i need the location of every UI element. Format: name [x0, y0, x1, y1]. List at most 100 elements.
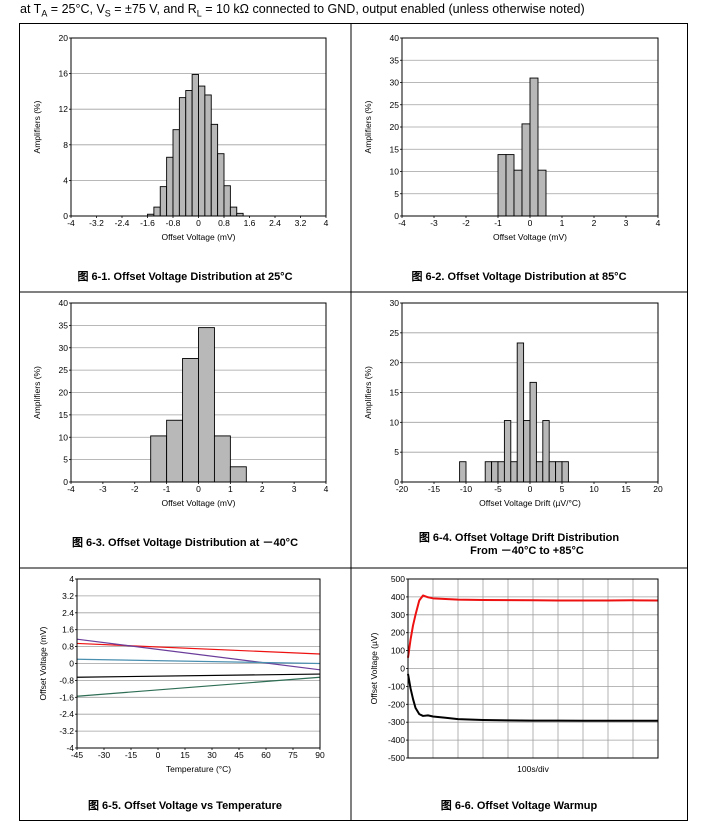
x-tick-label: 3.2 — [295, 218, 307, 228]
y-tick-label: 25 — [390, 100, 400, 110]
y-tick-label: 20 — [390, 122, 400, 132]
y-tick-label: 30 — [390, 78, 400, 88]
histogram-bar — [213, 435, 231, 483]
y-tick-label: -200 — [388, 699, 405, 709]
histogram-bar — [172, 129, 180, 217]
y-tick-label: 10 — [390, 167, 400, 177]
x-tick-label: -4 — [398, 218, 406, 228]
y-tick-label: -0.8 — [59, 675, 74, 685]
x-tick-label: 3 — [292, 484, 297, 494]
x-tick-label: -1 — [163, 484, 171, 494]
x-tick-label: 4 — [324, 218, 329, 228]
y-tick-label: 8 — [63, 140, 68, 150]
x-tick-label: 2.4 — [269, 218, 281, 228]
histogram-bar — [459, 461, 467, 483]
y-tick-label: 0.8 — [62, 642, 74, 652]
y-axis-title: Amplifiers (%) — [363, 100, 373, 153]
x-tick-label: -3 — [99, 484, 107, 494]
y-tick-label: 5 — [394, 447, 399, 457]
histogram-bar — [537, 169, 547, 217]
y-tick-label: 1.6 — [62, 625, 74, 635]
y-axis-title: Offset Voltage (µV) — [369, 632, 379, 704]
y-tick-label: 16 — [59, 69, 69, 79]
x-tick-label: 60 — [261, 750, 271, 760]
x-tick-label: -1 — [494, 218, 502, 228]
x-tick-label: 1 — [560, 218, 565, 228]
x-tick-label: -0.8 — [166, 218, 181, 228]
x-tick-label: 3 — [624, 218, 629, 228]
histogram-bar — [223, 185, 231, 217]
histogram-bar — [548, 461, 557, 483]
histogram-bar — [523, 420, 531, 483]
histogram-bar — [178, 97, 187, 217]
histogram-bar — [503, 420, 512, 483]
histogram-bar — [185, 90, 193, 217]
histogram-bar — [191, 74, 199, 217]
x-axis-title: Temperature (°C) — [166, 764, 231, 774]
y-tick-label: 0 — [63, 211, 68, 221]
histogram-bar — [529, 77, 539, 217]
histogram-bar — [159, 186, 168, 217]
y-tick-label: 20 — [59, 388, 69, 398]
histogram-bar — [529, 381, 537, 483]
y-tick-label: 3.2 — [62, 591, 74, 601]
histogram-bar — [491, 461, 499, 483]
figure-grid-border — [19, 23, 688, 821]
x-tick-label: 5 — [560, 484, 565, 494]
histogram-bar — [542, 420, 550, 483]
x-tick-label: -3 — [430, 218, 438, 228]
y-tick-label: 5 — [63, 455, 68, 465]
figure-caption-line2: From －40°C to +85°C — [470, 545, 584, 557]
y-tick-label: 0 — [69, 659, 74, 669]
histogram-bar — [217, 153, 225, 217]
fig4-chart: 0 5 10 15 20 25 30 -20 -15 -10 -5 0 5 10 15 20 Offset Vo… — [363, 298, 663, 557]
x-tick-label: -2 — [131, 484, 139, 494]
histogram-bar — [182, 358, 199, 483]
y-tick-label: 400 — [391, 592, 405, 602]
fig6-chart: -500 -400 -300 -200 -100 0 100 200 300 400 500 100s… — [369, 574, 659, 812]
x-tick-label: -15 — [428, 484, 441, 494]
y-tick-label: 2.4 — [62, 608, 74, 618]
y-tick-label: -1.6 — [59, 692, 74, 702]
y-tick-label: 10 — [390, 417, 400, 427]
x-tick-label: 0.8 — [218, 218, 230, 228]
x-tick-label: 0 — [528, 218, 533, 228]
fig1-chart: 0 4 8 12 16 20 -4 -3.2 -2.4 -1.6 -0.8 0 0.8 1.6 2.4 3.2… — [32, 33, 329, 283]
y-tick-label: 35 — [59, 320, 69, 330]
y-tick-label: 15 — [390, 144, 400, 154]
x-tick-label: 15 — [180, 750, 190, 760]
y-tick-label: 40 — [390, 33, 400, 43]
y-tick-label: -2.4 — [59, 709, 74, 719]
x-axis-title: 100s/div — [517, 764, 549, 774]
y-tick-label: 40 — [59, 298, 69, 308]
x-tick-label: -30 — [98, 750, 111, 760]
x-tick-label: 45 — [234, 750, 244, 760]
x-tick-label: -20 — [396, 484, 409, 494]
figure-caption: 图 6-2. Offset Voltage Distribution at 85… — [411, 270, 626, 283]
fig5-chart: -4 -3.2 -2.4 -1.6 -0.8 0 0.8 1.6 2.4 3.2 4 -45 -30 -1… — [38, 574, 325, 812]
conditions-header: at TA = 25°C, VS = ±75 V, and RL = 10 kΩ… — [20, 2, 585, 19]
y-tick-label: 4 — [63, 175, 68, 185]
x-axis-title: Offset Voltage (mV) — [161, 232, 235, 242]
series-line-unit-black — [76, 673, 321, 678]
x-tick-label: 0 — [156, 750, 161, 760]
y-tick-label: 15 — [390, 388, 400, 398]
x-tick-label: 30 — [207, 750, 217, 760]
y-axis-title: Amplifiers (%) — [32, 100, 42, 153]
x-tick-label: -1.6 — [140, 218, 155, 228]
x-tick-label: -5 — [494, 484, 502, 494]
y-tick-label: 4 — [69, 574, 74, 584]
x-tick-label: 1.6 — [244, 218, 256, 228]
x-tick-label: -2.4 — [115, 218, 130, 228]
histogram-bar — [510, 461, 518, 483]
y-tick-label: 30 — [390, 298, 400, 308]
y-tick-label: 200 — [391, 628, 405, 638]
histogram-bar — [150, 435, 168, 483]
y-tick-label: 0 — [394, 211, 399, 221]
series-line-unit-teal — [76, 658, 321, 665]
y-tick-label: 35 — [390, 55, 400, 65]
x-tick-label: 75 — [288, 750, 298, 760]
y-axis-title: Offset Voltage (mV) — [38, 626, 48, 700]
series-line-unit-red — [76, 642, 321, 655]
